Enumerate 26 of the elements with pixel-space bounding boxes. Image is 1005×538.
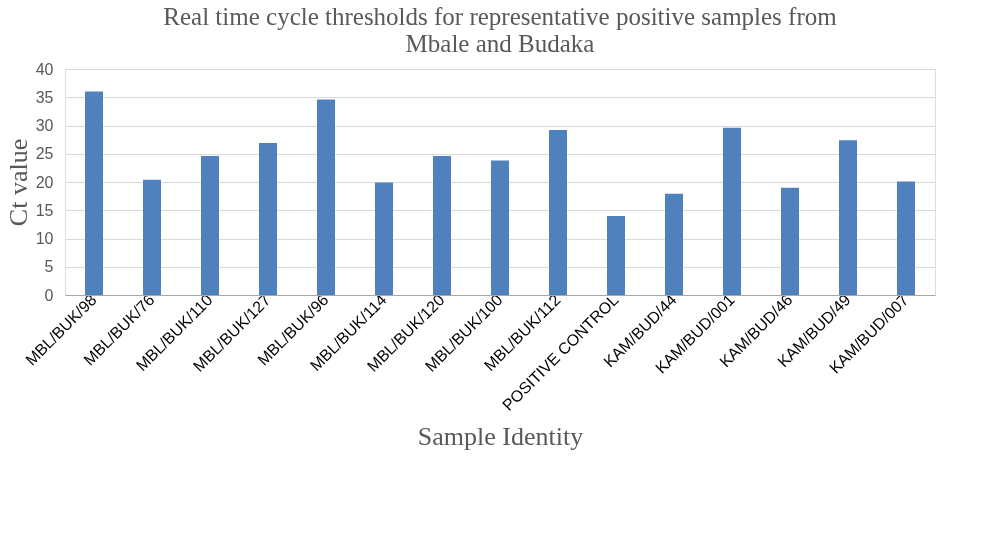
bar: [85, 91, 103, 295]
bar: [723, 127, 741, 295]
y-tick-label: 15: [35, 201, 54, 219]
y-axis-title: Ct value: [3, 138, 33, 227]
bar: [143, 179, 161, 295]
chart-title: Real time cycle thresholds for representative positive samples from Mbale and Budaka: [163, 3, 838, 57]
bar: [607, 215, 625, 295]
x-axis-title: Sample Identity: [417, 421, 584, 451]
bar: [201, 156, 219, 295]
bar: [433, 156, 451, 295]
bar: [781, 187, 799, 295]
y-tick-label: 35: [35, 88, 54, 106]
bar: [549, 130, 567, 295]
y-tick-label: 40: [35, 60, 54, 78]
y-tick-label: 25: [35, 145, 54, 163]
bar: [665, 193, 683, 295]
bar: [317, 99, 335, 295]
y-tick-label: 30: [35, 117, 54, 134]
y-tick-label: 5: [44, 258, 54, 276]
y-tick-label: 10: [35, 230, 54, 247]
bar: [375, 182, 393, 295]
bar: [897, 181, 915, 295]
bar: [259, 143, 277, 295]
y-tick-label: 20: [35, 173, 54, 191]
bar: [491, 160, 509, 295]
bar: [839, 140, 857, 295]
